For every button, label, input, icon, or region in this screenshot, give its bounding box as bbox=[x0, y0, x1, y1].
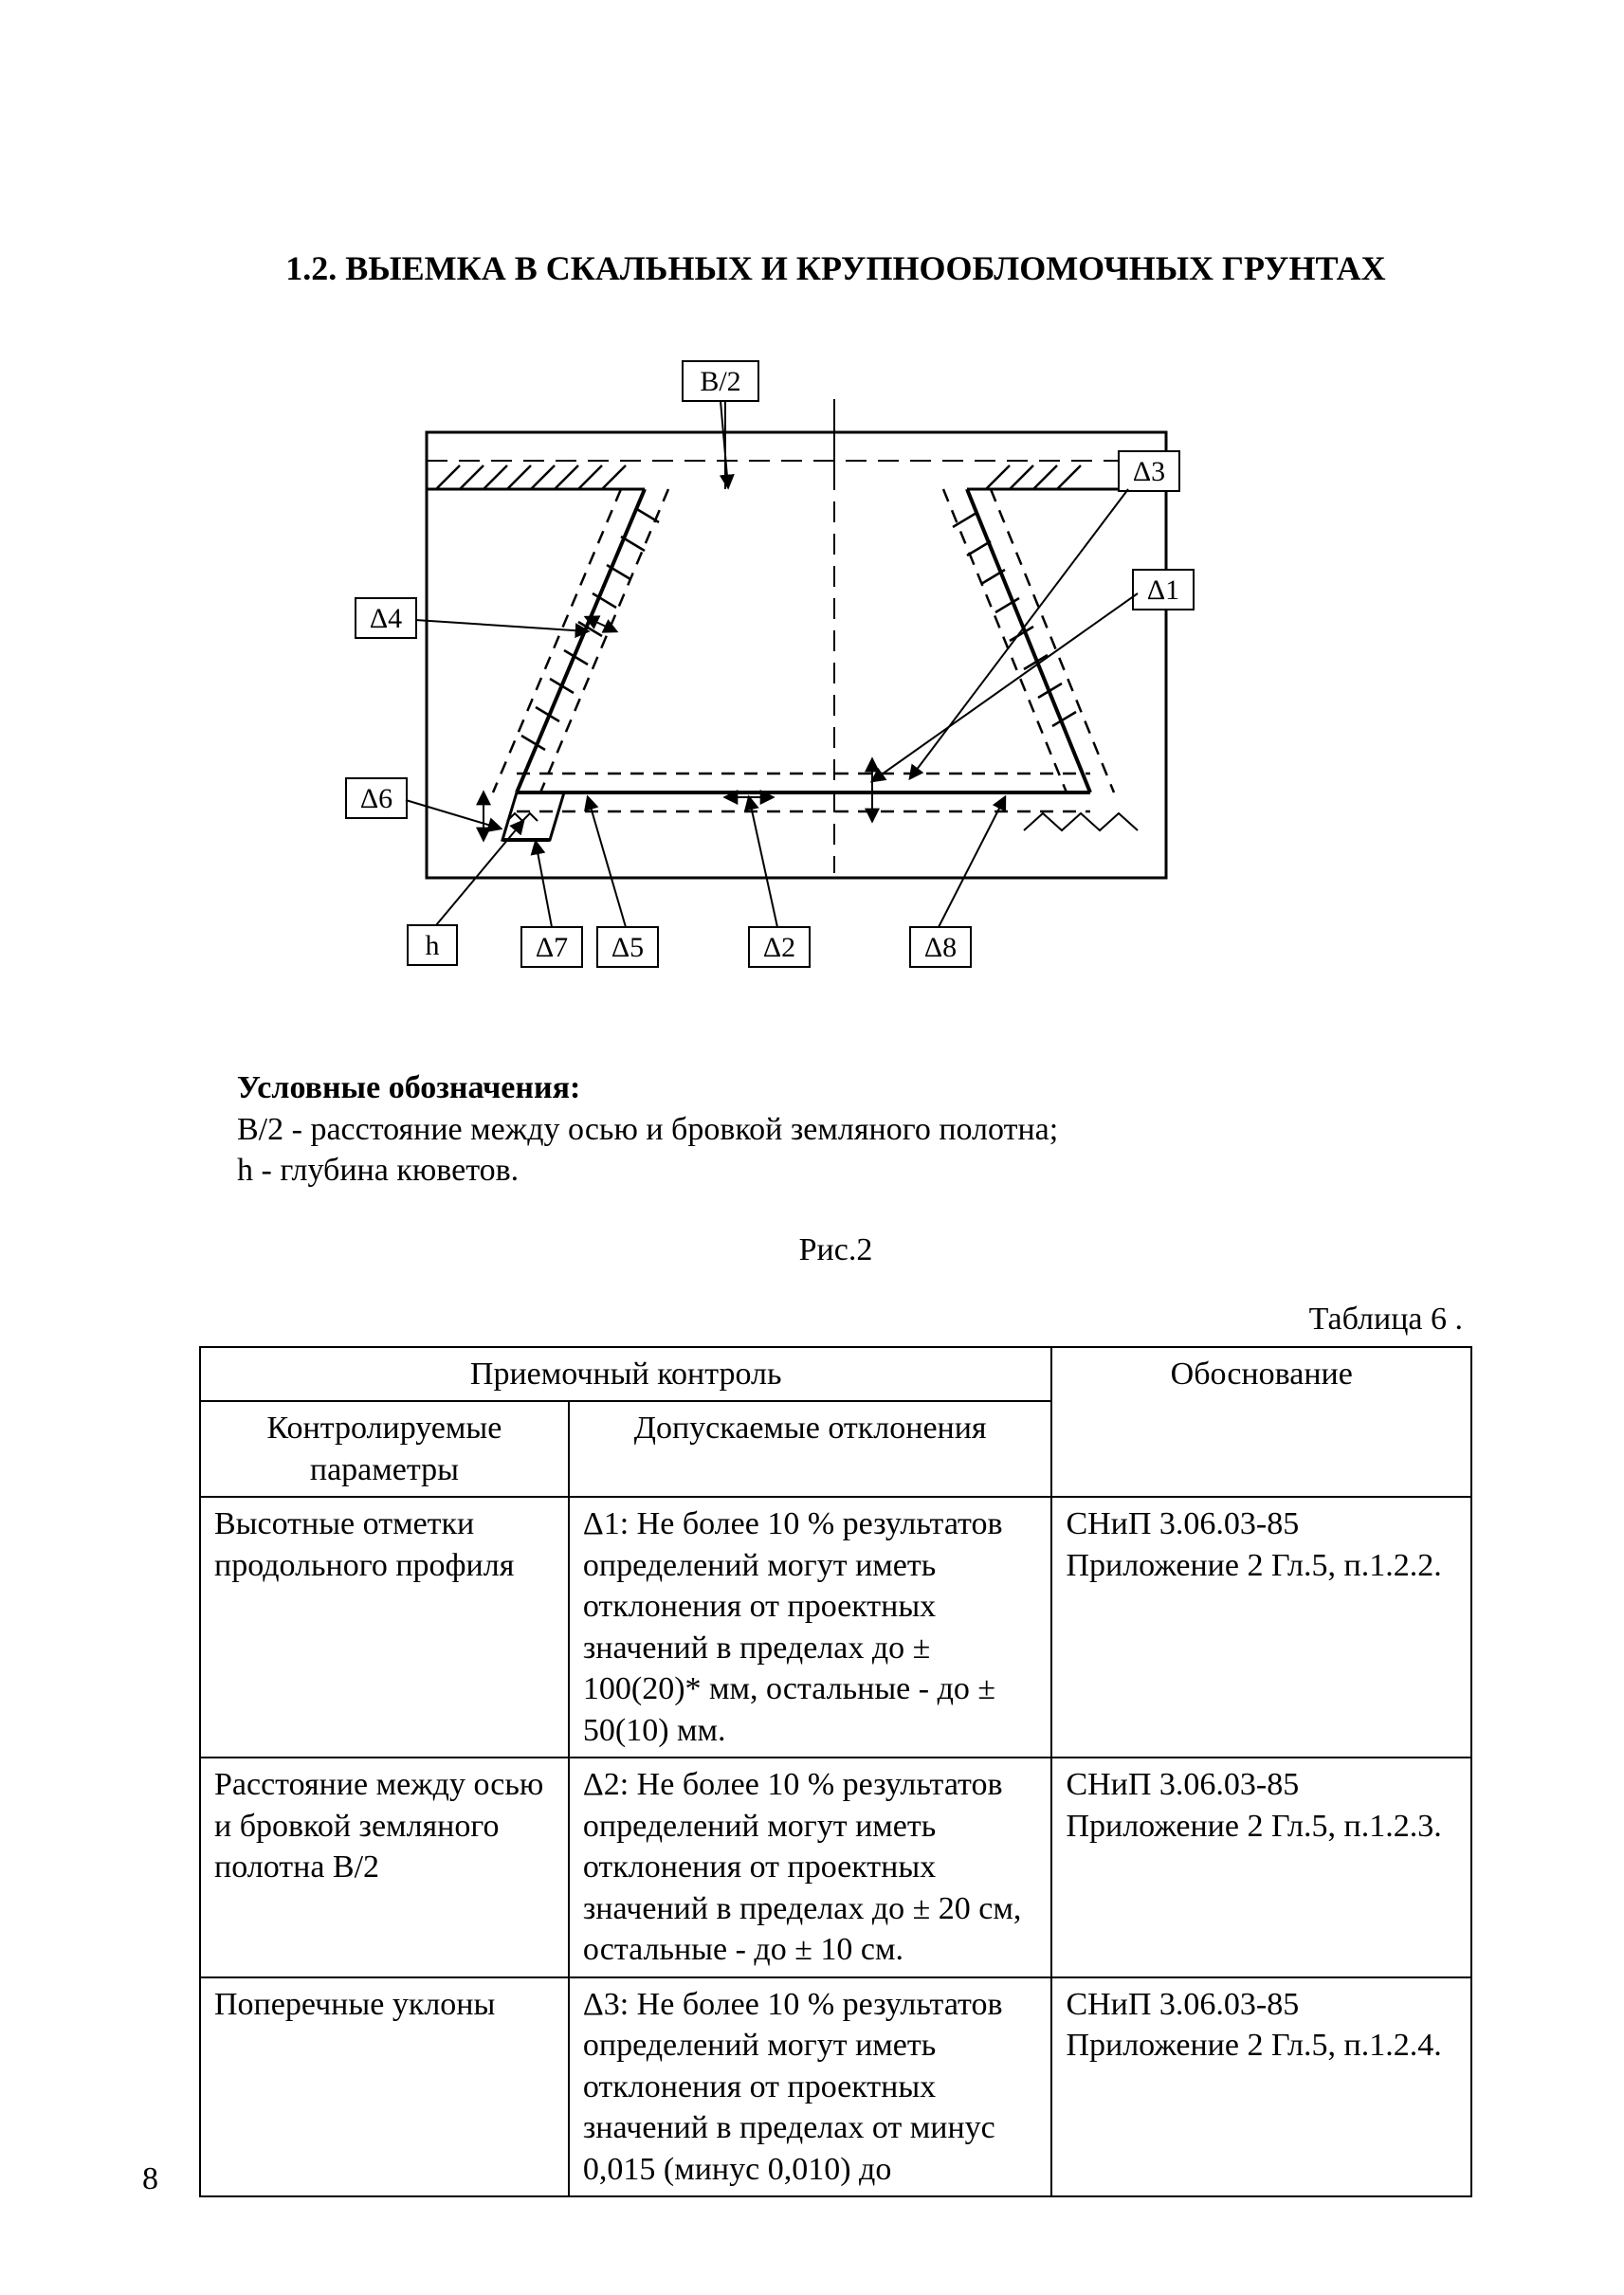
cell-tol: Δ1: Не более 10 % результатов определени… bbox=[569, 1497, 1052, 1758]
cell-param: Высотные отметки продольного профиля bbox=[200, 1497, 569, 1758]
table-row: Поперечные уклоны Δ3: Не более 10 % резу… bbox=[200, 1977, 1471, 2197]
label-d6: Δ6 bbox=[360, 783, 392, 814]
label-b2: В/2 bbox=[700, 366, 740, 397]
section-number: 1.2. bbox=[285, 249, 337, 287]
cell-ref: СНиП 3.06.03-85 Приложение 2 Гл.5, п.1.2… bbox=[1051, 1758, 1471, 1977]
legend-line-2: h - глубина кюветов. bbox=[237, 1150, 1472, 1192]
cell-param: Расстояние между осью и бровкой земляног… bbox=[200, 1758, 569, 1977]
figure-caption: Рис.2 bbox=[199, 1229, 1472, 1271]
page-number: 8 bbox=[142, 2161, 158, 2197]
label-d4: Δ4 bbox=[370, 603, 402, 634]
label-d8: Δ8 bbox=[924, 932, 957, 963]
table-header-3: Обоснование bbox=[1051, 1347, 1471, 1498]
label-d5: Δ5 bbox=[611, 932, 644, 963]
table-row: Расстояние между осью и бровкой земляног… bbox=[200, 1758, 1471, 1977]
label-d7: Δ7 bbox=[536, 932, 568, 963]
table-caption: Таблица 6 . bbox=[199, 1299, 1463, 1340]
cell-tol: Δ2: Не более 10 % результатов определени… bbox=[569, 1758, 1052, 1977]
legend-line-1: В/2 - расстояние между осью и бровкой зе… bbox=[237, 1109, 1472, 1151]
ground-top-left bbox=[427, 465, 645, 489]
cell-ref: СНиП 3.06.03-85 Приложение 2 Гл.5, п.1.2… bbox=[1051, 1497, 1471, 1758]
legend-title: Условные обозначения: bbox=[237, 1067, 1472, 1109]
table-header-2: Допускаемые отклонения bbox=[569, 1401, 1052, 1497]
cell-param: Поперечные уклоны bbox=[200, 1977, 569, 2197]
legend-block: Условные обозначения: В/2 - расстояние м… bbox=[237, 1067, 1472, 1192]
table-row: Высотные отметки продольного профиля Δ1:… bbox=[200, 1497, 1471, 1758]
cell-ref: СНиП 3.06.03-85 Приложение 2 Гл.5, п.1.2… bbox=[1051, 1977, 1471, 2197]
control-table: Приемочный контроль Обоснование Контроли… bbox=[199, 1346, 1472, 2198]
section-heading: 1.2. ВЫЕМКА В СКАЛЬНЫХ И КРУПНООБЛОМОЧНЫ… bbox=[199, 246, 1472, 290]
figure-diagram: В/2 Δ3 Δ1 Δ4 Δ6 h bbox=[303, 347, 1213, 1011]
table-header-group: Приемочный контроль bbox=[200, 1347, 1051, 1402]
section-title: ВЫЕМКА В СКАЛЬНЫХ И КРУПНООБЛОМОЧНЫХ ГРУ… bbox=[345, 249, 1385, 287]
diagram-svg: В/2 Δ3 Δ1 Δ4 Δ6 h bbox=[303, 347, 1213, 1011]
table-header-1: Контролируемые параметры bbox=[200, 1401, 569, 1497]
document-page: 1.2. ВЫЕМКА В СКАЛЬНЫХ И КРУПНООБЛОМОЧНЫ… bbox=[0, 0, 1624, 2197]
label-d2: Δ2 bbox=[763, 932, 795, 963]
cell-tol: Δ3: Не более 10 % результатов определени… bbox=[569, 1977, 1052, 2197]
label-h: h bbox=[426, 930, 440, 961]
label-d1: Δ1 bbox=[1147, 574, 1179, 606]
label-d3: Δ3 bbox=[1133, 456, 1165, 487]
